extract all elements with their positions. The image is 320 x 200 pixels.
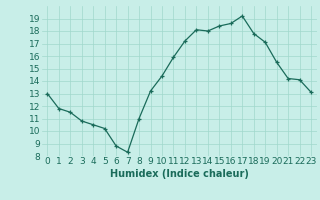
- X-axis label: Humidex (Indice chaleur): Humidex (Indice chaleur): [110, 169, 249, 179]
